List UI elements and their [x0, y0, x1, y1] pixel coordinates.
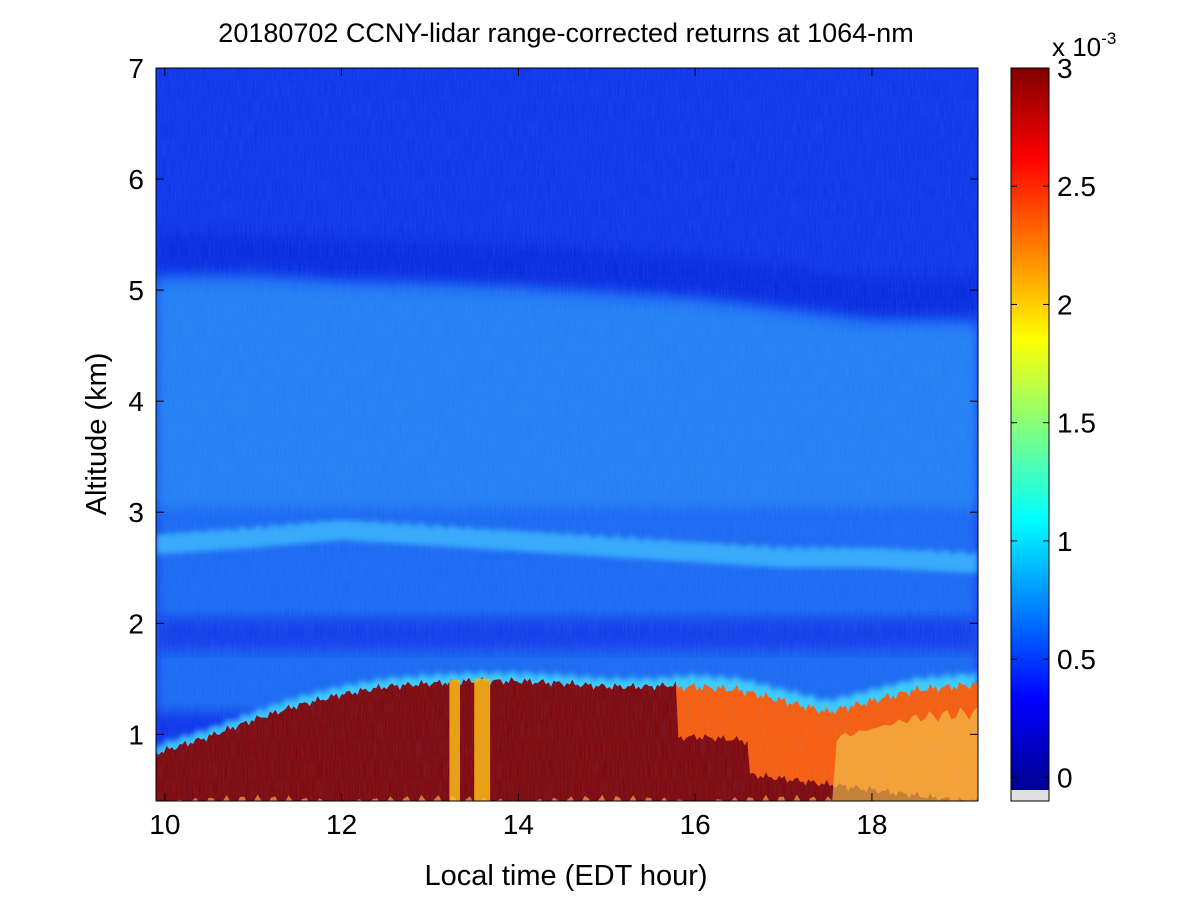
heatmap-noise: [156, 68, 978, 801]
colorbar-tick-label-5: 2.5: [1057, 171, 1096, 202]
heatmap-area: [156, 68, 978, 801]
colorbar-undershoot: [1011, 790, 1049, 801]
x-axis-ticks: 10 12 14 16 18: [149, 68, 888, 840]
colorbar-tick-label-2: 1: [1057, 526, 1073, 557]
colorbar-frame: [1010, 67, 1050, 802]
x-tick-label-10: 10: [149, 809, 180, 840]
colorbar: 0 0.5 1 1.5 2 2.5 3 x 10-3: [1010, 29, 1116, 802]
colorbar-exponent-power: -3: [1101, 29, 1116, 48]
x-tick-label-14: 14: [503, 809, 534, 840]
y-tick-label-7: 7: [128, 53, 144, 84]
x-axis-label: Local time (EDT hour): [424, 860, 707, 892]
colorbar-tick-label-1: 0.5: [1057, 644, 1096, 675]
colorbar-ticks: 0 0.5 1 1.5 2 2.5 3: [1011, 53, 1096, 793]
y-axis-ticks: 1 2 3 4 5 6 7: [128, 53, 978, 750]
y-tick-label-1: 1: [128, 719, 144, 750]
colorbar-exponent-base: x 10: [1052, 32, 1101, 62]
colorbar-exponent: x 10-3: [1052, 29, 1116, 62]
y-tick-label-2: 2: [128, 608, 144, 639]
colorbar-tick-label-4: 2: [1057, 289, 1073, 320]
y-axis-label: Altitude (km): [81, 353, 113, 516]
x-tick-label-16: 16: [680, 809, 711, 840]
y-tick-label-6: 6: [128, 164, 144, 195]
y-tick-label-5: 5: [128, 275, 144, 306]
colorbar-tick-label-6: 3: [1057, 53, 1073, 84]
x-tick-label-18: 18: [856, 809, 887, 840]
colorbar-gradient: [1011, 68, 1049, 790]
y-tick-label-4: 4: [128, 386, 144, 417]
chart-title: 20180702 CCNY-lidar range-corrected retu…: [218, 18, 913, 48]
plot-frame: [155, 67, 979, 802]
colorbar-tick-label-0: 0: [1057, 762, 1073, 793]
y-tick-label-3: 3: [128, 497, 144, 528]
colorbar-tick-label-3: 1.5: [1057, 408, 1096, 439]
x-tick-label-12: 12: [326, 809, 357, 840]
